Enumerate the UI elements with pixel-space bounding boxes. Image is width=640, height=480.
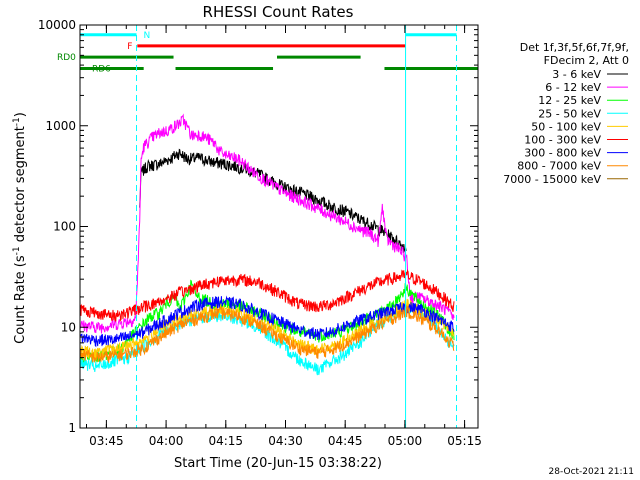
series-line-50-100-kev xyxy=(79,298,455,360)
axis-ticks: 1 10 100 1000 10000 03:45 04:00 04:15 04:30 04:45… xyxy=(38,18,482,448)
chart-title: RHESSI Count Rates xyxy=(203,3,354,21)
render-timestamp: 28-Oct-2021 21:11 xyxy=(549,467,634,477)
legend-header-line-2: FDecim 2, Att 0 xyxy=(544,54,629,67)
series-line-3-6-kev xyxy=(139,148,407,253)
y-axis-label-main: Count Rate (s xyxy=(13,255,28,344)
state-label-rd6: RD6 xyxy=(92,65,111,75)
x-tick-label-1: 04:00 xyxy=(149,434,184,448)
observation-state-bars: N F RD0 RD6 xyxy=(57,31,478,75)
legend-label-800-7000-kev: 800 - 7000 keV xyxy=(517,160,601,173)
state-label-n: N xyxy=(144,31,151,41)
legend-label-100-300-kev: 100 - 300 keV xyxy=(524,134,601,147)
y-tick-label-3: 1000 xyxy=(45,119,76,133)
y-axis-label-close: ) xyxy=(13,112,28,117)
series-line-800-7000-kev xyxy=(79,305,455,363)
event-markers xyxy=(79,25,458,428)
legend-label-50-100-kev: 50 - 100 keV xyxy=(531,120,601,133)
y-axis-label: Count Rate (s-1 detector segment-1) xyxy=(12,112,28,344)
legend-header-line-1: Det 1f,3f,5f,6f,7f,9f, xyxy=(520,41,629,54)
legend-label-12-25-kev: 12 - 25 keV xyxy=(538,94,601,107)
x-tick-label-3: 04:30 xyxy=(268,434,303,448)
y-tick-label-2: 100 xyxy=(53,220,76,234)
x-tick-label-0: 03:45 xyxy=(89,434,124,448)
state-label-f: F xyxy=(127,42,132,52)
y-tick-label-4: 10000 xyxy=(38,18,76,32)
x-tick-label-6: 05:15 xyxy=(447,434,482,448)
legend-label-300-800-kev: 300 - 800 keV xyxy=(524,147,601,160)
x-tick-label-2: 04:15 xyxy=(208,434,243,448)
legend-label-25-50-kev: 25 - 50 keV xyxy=(538,107,601,120)
legend-label-6-12-kev: 6 - 12 keV xyxy=(545,81,601,94)
x-axis-label: Start Time (20-Jun-15 03:38:22) xyxy=(174,456,382,471)
state-label-rd0: RD0 xyxy=(57,53,76,63)
y-tick-label-0: 1 xyxy=(68,421,76,435)
x-tick-label-4: 04:45 xyxy=(328,434,363,448)
legend-label-3-6-kev: 3 - 6 keV xyxy=(552,68,601,81)
y-axis-label-tail: detector segment xyxy=(13,126,28,246)
x-tick-label-5: 05:00 xyxy=(388,434,423,448)
legend-label-7000-15000-kev: 7000 - 15000 keV xyxy=(503,173,601,186)
y-axis-label-sup2: -1 xyxy=(12,117,22,126)
series-line-100-300-kev xyxy=(79,269,455,323)
y-axis-label-sup: -1 xyxy=(12,246,22,255)
series-line-300-800-kev xyxy=(79,295,455,348)
series-line-6-12-kev xyxy=(79,113,455,334)
y-tick-label-1: 10 xyxy=(61,320,76,334)
data-series-group xyxy=(79,113,455,376)
